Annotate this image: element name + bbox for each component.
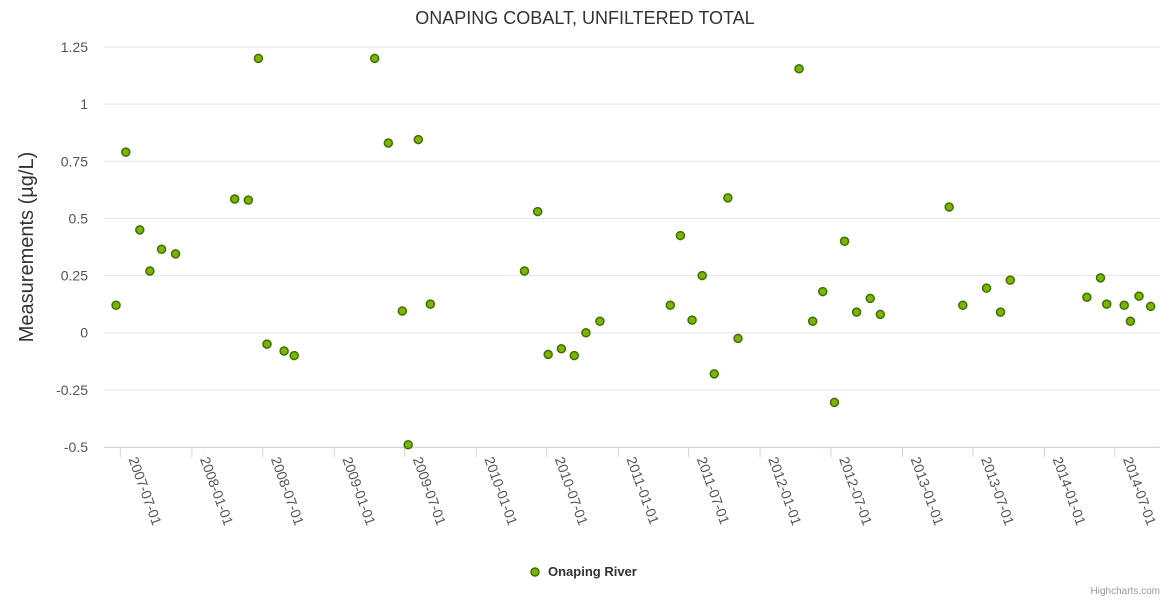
data-point[interactable] [595,316,605,327]
y-tick-label: 0.25 [61,268,88,284]
data-point[interactable] [403,439,413,450]
x-tick-label: 2012-07-01 [836,455,876,528]
data-point[interactable] [170,249,181,259]
y-tick-label: 0.5 [69,210,89,226]
data-point[interactable] [1134,291,1144,301]
data-point[interactable] [279,346,289,356]
data-point[interactable] [156,244,167,255]
y-tick-label: 0 [80,325,88,341]
data-point[interactable] [1125,316,1136,327]
data-point[interactable] [1095,273,1106,283]
credits-link[interactable]: Highcharts.com [1091,586,1160,597]
data-point[interactable] [675,230,686,241]
y-tick-label: 1 [80,96,88,112]
data-point[interactable] [1101,299,1112,309]
x-tick-label: 2007-07-01 [126,455,166,528]
data-point[interactable] [532,206,543,217]
legend-label[interactable]: Onaping River [548,564,637,579]
data-point[interactable] [807,316,818,327]
data-point[interactable] [383,138,394,148]
data-point[interactable] [111,300,121,311]
data-point[interactable] [243,195,254,205]
data-point[interactable] [723,193,733,203]
data-point[interactable] [262,339,272,349]
legend-marker-icon[interactable] [530,567,540,577]
x-tick-label: 2014-07-01 [1120,455,1160,528]
data-point[interactable] [135,225,145,235]
x-tick-label: 2011-07-01 [694,455,733,527]
data-point[interactable] [581,327,591,338]
data-point[interactable] [958,300,968,311]
data-point[interactable] [121,147,131,157]
data-point[interactable] [665,300,676,311]
data-points [111,53,1156,450]
data-point[interactable] [543,349,553,360]
data-point[interactable] [289,350,299,361]
data-point[interactable] [794,63,804,74]
x-tick-label: 2008-01-01 [197,455,237,528]
x-tick-label: 2009-01-01 [339,455,379,528]
data-point[interactable] [369,53,380,64]
x-tick-label: 2013-07-01 [978,455,1018,528]
x-tick-label: 2010-01-01 [481,455,521,528]
y-tick-label: 1.25 [61,39,88,55]
data-point[interactable] [709,369,720,379]
data-point[interactable] [687,315,697,325]
y-tick-label: -0.25 [56,382,88,398]
data-point[interactable] [569,350,579,361]
data-point[interactable] [851,307,862,317]
x-tick-label: 2009-07-01 [410,455,450,528]
data-point[interactable] [995,307,1006,317]
data-point[interactable] [875,309,886,320]
x-tick-label: 2008-07-01 [268,455,308,528]
data-point[interactable] [145,266,155,276]
data-point[interactable] [697,270,707,281]
data-point[interactable] [944,202,954,212]
data-point[interactable] [556,343,567,354]
data-point[interactable] [413,134,424,145]
data-point[interactable] [733,333,743,344]
data-point[interactable] [829,397,840,408]
data-point[interactable] [229,194,240,204]
y-axis: 1.25 1 0.75 0.5 0.25 0 -0.25 -0.5 [56,39,88,455]
data-point[interactable] [425,299,436,309]
data-point[interactable] [519,266,530,276]
data-point[interactable] [865,293,875,304]
y-tick-label: 0.75 [61,153,88,169]
data-point[interactable] [1145,301,1156,312]
data-point[interactable] [1119,300,1129,311]
data-point[interactable] [981,283,992,293]
x-tick-label: 2013-01-01 [908,455,948,528]
data-point[interactable] [818,286,828,297]
x-tick-label: 2011-01-01 [623,455,662,527]
chart-title: ONAPING COBALT, UNFILTERED TOTAL [415,8,754,28]
y-tick-label: -0.5 [64,439,88,455]
legend[interactable]: Onaping River [530,564,637,579]
data-point[interactable] [1082,292,1092,303]
gridlines [104,46,1160,448]
x-axis: 2007-07-01 2008-01-01 2008-07-01 2009-01-01… [104,447,1160,528]
data-point[interactable] [397,306,408,316]
x-tick-label: 2014-01-01 [1050,455,1090,528]
data-point[interactable] [253,53,264,64]
y-axis-title: Measurements (µg/L) [16,152,38,342]
data-point[interactable] [839,236,850,247]
x-tick-label: 2012-01-01 [765,455,805,528]
data-point[interactable] [1005,275,1016,285]
x-tick-label: 2010-07-01 [552,455,592,528]
